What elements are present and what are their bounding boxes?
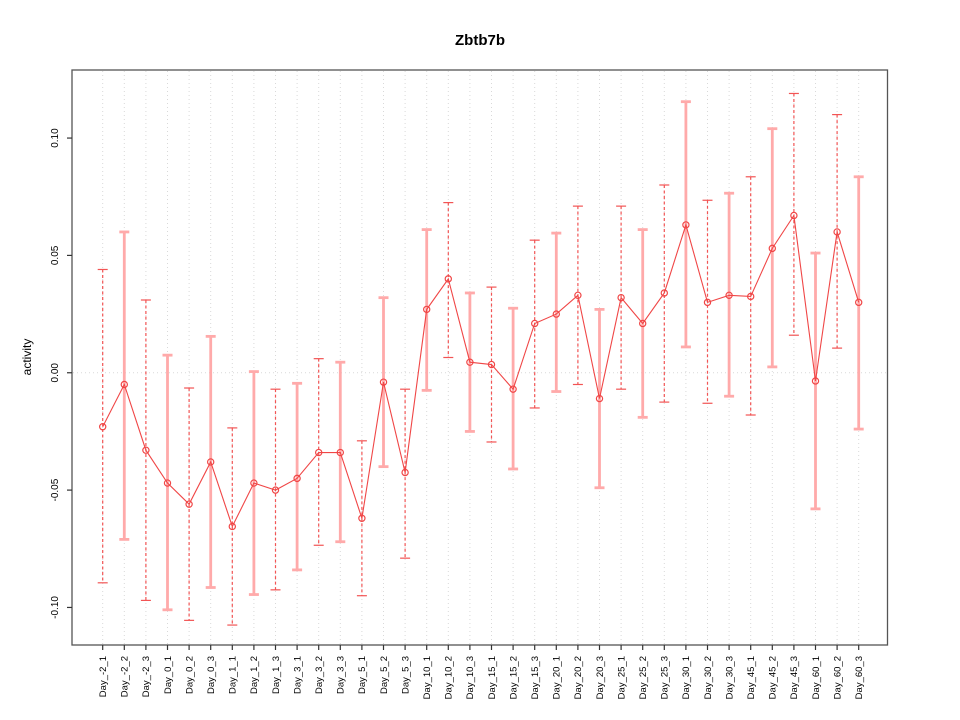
x-tick-label: Day_1_3 bbox=[271, 656, 282, 694]
data-point bbox=[142, 446, 150, 454]
x-tick-label: Day_20_3 bbox=[595, 656, 606, 699]
data-point bbox=[315, 448, 323, 457]
data-point bbox=[379, 378, 388, 386]
data-point bbox=[98, 423, 107, 431]
x-tick-label: Day_25_3 bbox=[660, 656, 671, 699]
x-tick-label: Day_20_1 bbox=[552, 656, 563, 699]
data-point bbox=[336, 448, 344, 457]
data-point bbox=[250, 479, 258, 487]
data-point bbox=[811, 377, 820, 385]
x-tick-label: Day_15_2 bbox=[508, 656, 519, 699]
data-point bbox=[682, 221, 690, 229]
x-tick-label: Day_30_1 bbox=[681, 656, 692, 699]
x-tick-label: Day_10_3 bbox=[465, 656, 476, 699]
x-tick-label: Day_-2_3 bbox=[141, 656, 152, 697]
y-tick-label: 0.10 bbox=[50, 128, 61, 148]
x-tick-label: Day_10_1 bbox=[422, 656, 433, 699]
data-point bbox=[509, 385, 517, 393]
x-tick-label: Day_-2_1 bbox=[98, 656, 109, 697]
data-point bbox=[552, 310, 561, 318]
x-tick-label: Day_-2_2 bbox=[120, 656, 131, 697]
data-point bbox=[206, 458, 215, 466]
chart-title: Zbtb7b bbox=[455, 32, 505, 49]
x-tick-label: Day_5_3 bbox=[400, 656, 411, 694]
data-point bbox=[833, 228, 841, 236]
x-tick-label: Day_0_3 bbox=[206, 656, 217, 694]
x-tick-label: Day_0_2 bbox=[184, 656, 195, 694]
data-point bbox=[228, 522, 236, 531]
mean-line bbox=[102, 213, 860, 528]
x-tick-label: Day_45_3 bbox=[789, 656, 800, 699]
x-tick-label: Day_25_2 bbox=[638, 656, 649, 699]
data-point bbox=[747, 292, 755, 301]
data-point bbox=[725, 291, 733, 300]
x-tick-label: Day_45_1 bbox=[746, 656, 757, 699]
data-point bbox=[531, 319, 539, 328]
x-tick-label: Day_30_3 bbox=[724, 656, 735, 699]
x-tick-label: Day_3_3 bbox=[336, 656, 347, 694]
data-point bbox=[401, 468, 409, 477]
y-tick-label: -0.05 bbox=[50, 478, 61, 501]
x-tick-label: Day_15_3 bbox=[530, 656, 541, 699]
y-tick-label: 0.00 bbox=[50, 363, 61, 383]
x-tick-label: Day_20_2 bbox=[573, 656, 584, 699]
data-point bbox=[293, 474, 301, 483]
data-point bbox=[639, 319, 647, 328]
x-tick-label: Day_25_1 bbox=[616, 656, 627, 699]
x-tick-label: Day_1_1 bbox=[228, 656, 239, 694]
x-tick-label: Day_3_2 bbox=[314, 656, 325, 694]
data-point bbox=[423, 305, 431, 314]
x-tick-label: Day_60_2 bbox=[832, 656, 843, 699]
data-point bbox=[271, 486, 280, 494]
x-tick-label: Day_60_1 bbox=[811, 656, 822, 699]
x-tick-label: Day_10_2 bbox=[444, 656, 455, 699]
x-tick-label: Day_5_2 bbox=[379, 656, 390, 694]
x-tick-label: Day_30_2 bbox=[703, 656, 714, 699]
x-tick-label: Day_1_2 bbox=[249, 656, 260, 694]
data-point bbox=[574, 291, 582, 300]
y-tick-label: -0.10 bbox=[50, 596, 61, 619]
data-point bbox=[358, 514, 366, 522]
data-point bbox=[466, 358, 474, 366]
data-point bbox=[595, 394, 604, 403]
x-tick-label: Day_5_1 bbox=[357, 656, 368, 694]
data-point bbox=[855, 298, 863, 307]
data-point bbox=[163, 479, 172, 487]
x-tick-label: Day_0_1 bbox=[163, 656, 174, 694]
data-point bbox=[444, 275, 452, 283]
data-point bbox=[790, 211, 798, 220]
data-point bbox=[185, 500, 193, 508]
plot-box bbox=[71, 69, 889, 646]
data-point bbox=[768, 244, 777, 253]
x-tick-label: Day_45_2 bbox=[768, 656, 779, 699]
y-tick-label: 0.05 bbox=[50, 245, 61, 265]
data-point bbox=[703, 298, 712, 307]
x-tick-label: Day_60_3 bbox=[854, 656, 865, 699]
data-point bbox=[120, 380, 129, 389]
x-tick-label: Day_3_1 bbox=[292, 656, 303, 694]
data-point bbox=[660, 289, 669, 297]
x-tick-label: Day_15_1 bbox=[487, 656, 498, 699]
data-point bbox=[617, 293, 625, 302]
data-point bbox=[487, 360, 496, 369]
